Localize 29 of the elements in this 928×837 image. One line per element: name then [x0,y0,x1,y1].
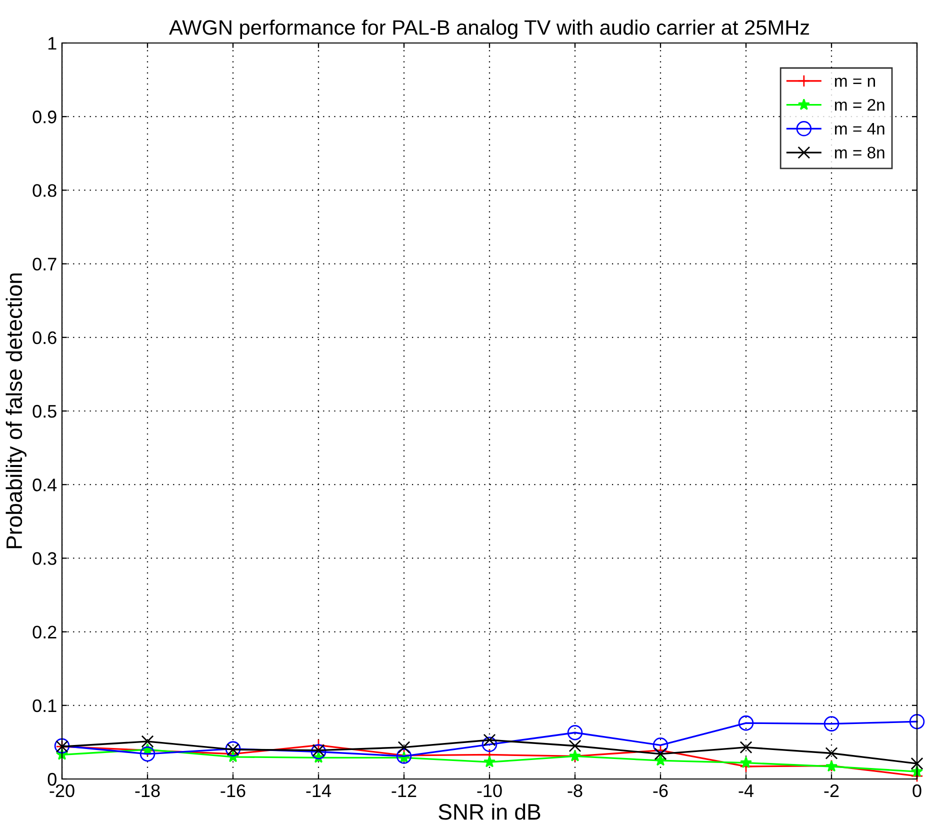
y-tick-label: 0.5 [32,404,56,418]
y-tick-label: 0.7 [32,258,56,271]
legend-label: m = 8n [835,146,884,159]
x-tick-label: -8 [568,784,582,798]
x-tick-label: -2 [824,784,839,797]
y-tick-label: 1 [48,37,56,50]
y-tick-label: 0.6 [32,331,56,344]
x-tick-label: -14 [306,784,332,797]
x-tick-label: -4 [738,784,754,797]
y-tick-label: 0.9 [32,110,56,124]
y-tick-label: 0.4 [32,478,57,492]
y-tick-label: 0.3 [32,552,56,565]
y-tick-label: 0.2 [32,626,56,639]
y-tick-label: 0 [48,772,56,786]
legend-label: m = 4n [835,123,884,134]
y-tick-label: 0.1 [32,699,56,712]
x-tick-label: -12 [392,784,416,797]
x-tick-label: -6 [653,784,668,798]
legend-label: m = 2n [835,98,884,111]
x-axis-title: SNR in dB [438,803,540,820]
x-tick-label: -20 [50,784,74,798]
y-tick-label: 0.8 [32,184,56,197]
x-tick-label: 0 [912,784,922,798]
y-axis-title: Probability of false detection [6,273,26,548]
x-tick-label: -18 [135,784,160,798]
x-tick-label: -10 [477,784,502,798]
chart-title: AWGN performance for PAL-B analog TV with audio carrier at 25MHz [169,20,810,39]
x-tick-label: -16 [220,784,246,798]
legend-label: m = n [835,78,875,87]
